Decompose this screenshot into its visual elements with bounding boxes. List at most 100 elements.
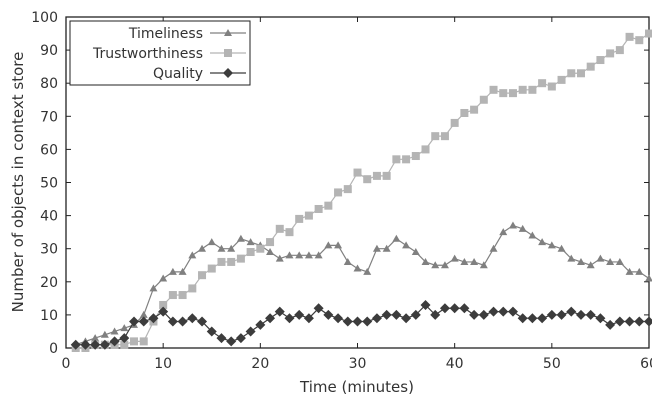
x-tick-label: 50 — [543, 356, 561, 372]
y-tick-label: 50 — [40, 176, 58, 192]
quality-point — [371, 313, 382, 324]
timeliness-point — [479, 261, 488, 269]
timeliness-point — [567, 254, 576, 262]
trustworthiness-point — [159, 300, 168, 309]
trustworthiness-point — [567, 69, 576, 78]
timeliness-point — [91, 334, 100, 342]
quality-point — [177, 316, 188, 327]
quality-point — [109, 336, 120, 347]
y-tick-label: 90 — [40, 43, 58, 59]
y-tick-label: 10 — [40, 308, 58, 324]
y-axis-label: Number of objects in context store — [9, 52, 27, 313]
timeliness-point — [120, 324, 129, 332]
timeliness-point — [586, 261, 595, 269]
legend-entry-trustworthiness: Trustworthiness — [92, 46, 246, 62]
timeliness-point — [188, 251, 197, 259]
trustworthiness-point — [256, 244, 265, 253]
quality-point — [478, 309, 489, 320]
quality-point — [527, 313, 538, 324]
quality-point — [614, 316, 625, 327]
timeliness-point — [285, 251, 294, 259]
quality-point — [644, 316, 652, 327]
y-tick-label: 0 — [49, 341, 58, 357]
trustworthiness-point — [625, 32, 634, 41]
timeliness-point — [178, 267, 187, 275]
timeliness-point — [625, 267, 634, 275]
legend-entry-timeliness: Timeliness — [128, 26, 246, 42]
y-tick-label: 60 — [40, 142, 58, 158]
series-quality — [70, 299, 652, 350]
timeliness-point — [440, 261, 449, 269]
quality-point — [197, 316, 208, 327]
trustworthiness-point — [285, 228, 294, 237]
quality-point — [556, 309, 567, 320]
quality-point — [99, 339, 110, 350]
trustworthiness-point — [450, 118, 459, 127]
trustworthiness-point — [479, 95, 488, 104]
quality-point — [605, 319, 616, 330]
trustworthiness-point — [538, 79, 547, 88]
timeliness-point — [489, 244, 498, 252]
timeliness-point — [110, 327, 119, 335]
quality-point — [265, 313, 276, 324]
quality-point — [575, 309, 586, 320]
timeliness-point — [168, 267, 177, 275]
quality-point — [624, 316, 635, 327]
quality-point — [129, 316, 140, 327]
trustworthiness-point — [421, 145, 430, 154]
trustworthiness-point — [392, 155, 401, 164]
trustworthiness-point — [557, 75, 566, 84]
legend-marker-swatch — [223, 68, 233, 78]
quality-point — [226, 336, 237, 347]
trustworthiness-point — [606, 49, 615, 58]
timeliness-point — [314, 251, 323, 259]
trustworthiness-point — [353, 168, 362, 177]
timeliness-point — [217, 244, 226, 252]
legend-marker-swatch — [224, 29, 232, 36]
trustworthiness-point — [645, 29, 652, 38]
trustworthiness-point — [324, 201, 333, 210]
trustworthiness-point — [402, 155, 411, 164]
quality-point — [342, 316, 353, 327]
legend-entry-quality: Quality — [153, 66, 246, 82]
timeliness-point — [557, 244, 566, 252]
trustworthiness-point — [470, 105, 479, 114]
timeliness-point — [295, 251, 304, 259]
trustworthiness-point — [615, 46, 624, 55]
quality-point — [313, 303, 324, 314]
quality-point — [206, 326, 217, 337]
trustworthiness-point — [275, 224, 284, 233]
quality-point — [138, 316, 149, 327]
trustworthiness-point — [295, 214, 304, 223]
timeliness-point — [159, 274, 168, 282]
quality-point — [362, 316, 373, 327]
quality-point — [216, 333, 227, 344]
x-axis-label: Time (minutes) — [299, 378, 414, 396]
timeliness-point — [431, 261, 440, 269]
trustworthiness-point — [518, 85, 527, 94]
timeliness-point — [149, 284, 158, 292]
quality-point — [167, 316, 178, 327]
legend-entries: Timeliness Trustworthiness Quality — [92, 26, 246, 82]
trustworthiness-point — [188, 284, 197, 293]
legend-label: Quality — [153, 66, 203, 82]
timeliness-point — [421, 257, 430, 265]
x-tick-label: 40 — [446, 356, 464, 372]
quality-point — [70, 339, 81, 350]
y-tick-label: 40 — [40, 209, 58, 225]
quality-point — [158, 306, 169, 317]
y-tick-label: 20 — [40, 275, 58, 291]
x-tick-label: 60 — [640, 356, 652, 372]
quality-point — [439, 303, 450, 314]
trustworthiness-point — [304, 211, 313, 220]
timeliness-point — [353, 264, 362, 272]
timeliness-point — [635, 267, 644, 275]
timeliness-point — [518, 224, 527, 232]
quality-point — [566, 306, 577, 317]
quality-point — [546, 309, 557, 320]
quality-point — [323, 309, 334, 320]
trustworthiness-point — [227, 257, 236, 266]
timeliness-point — [606, 257, 615, 265]
y-tick-label: 30 — [40, 242, 58, 258]
